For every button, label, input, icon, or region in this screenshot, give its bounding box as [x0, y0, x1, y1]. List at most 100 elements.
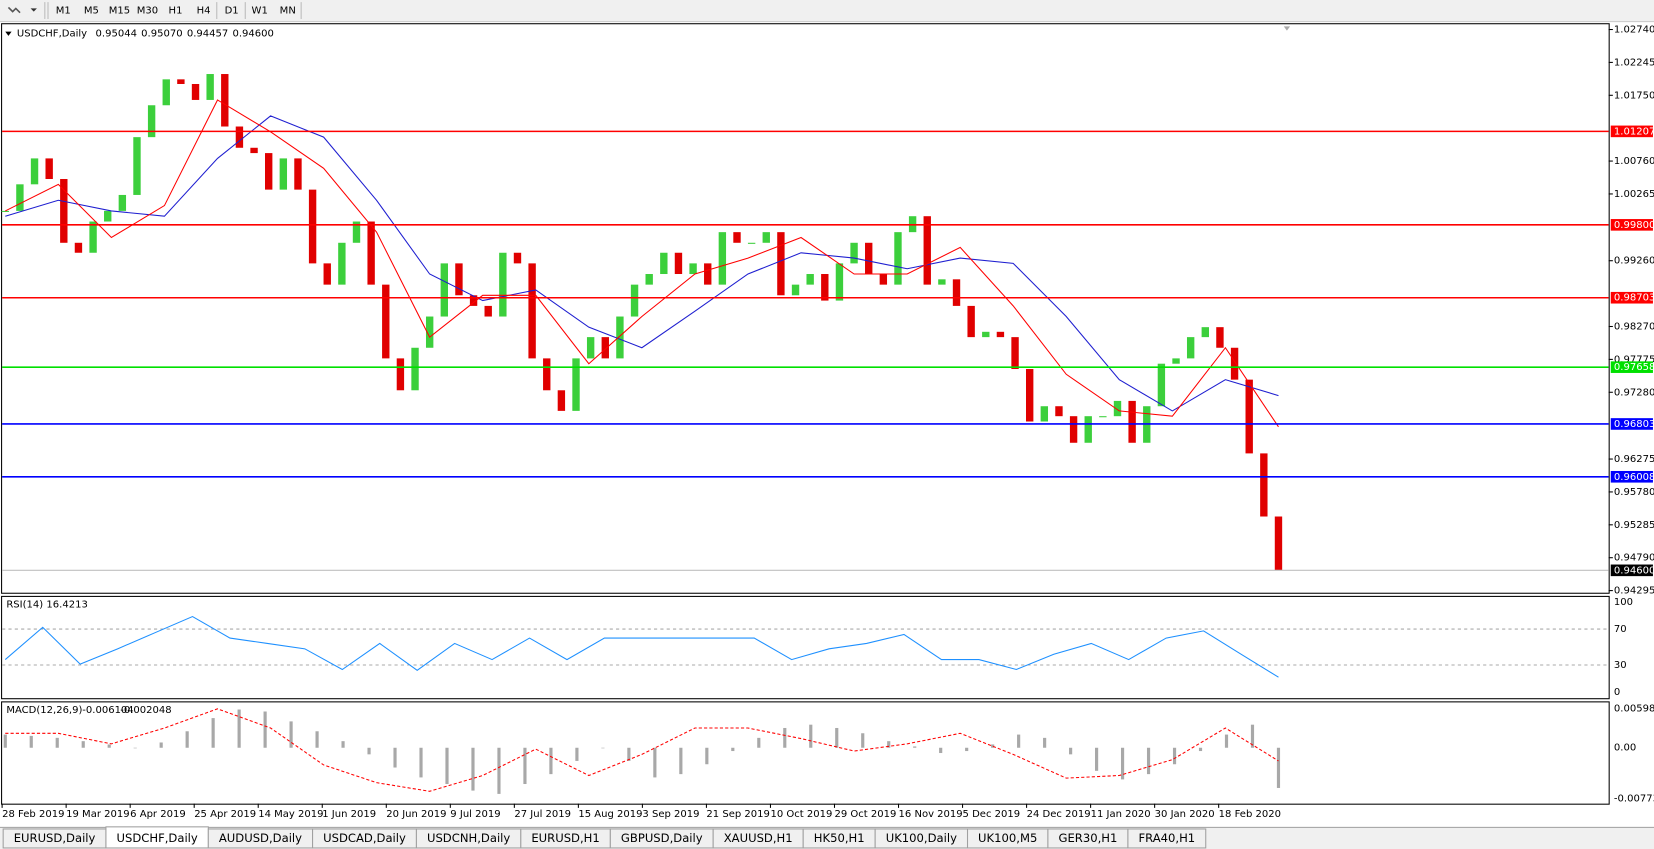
macd-bar: [1146, 747, 1151, 775]
timeframe-button[interactable]: M1: [56, 6, 71, 17]
candle: [982, 331, 990, 338]
tab-label: UK100,Daily: [886, 831, 957, 845]
candle: [762, 232, 770, 243]
timeframe-button[interactable]: H1: [169, 6, 183, 17]
macd-bar: [107, 744, 111, 748]
macd-bar: [185, 731, 189, 748]
candle: [1, 210, 9, 212]
tab-label: UK100,M5: [978, 831, 1037, 845]
timeframe-button[interactable]: M15: [109, 6, 130, 17]
candle: [177, 79, 185, 84]
current-price-label: 0.94600: [1614, 565, 1654, 576]
tab-label: AUDUSD,Daily: [219, 831, 302, 845]
macd-bar: [627, 747, 631, 761]
timeframe-button[interactable]: W1: [252, 6, 268, 17]
candle: [16, 184, 24, 211]
chart-title: USDCHF,Daily: [17, 29, 87, 40]
timeframe-button[interactable]: MN: [280, 6, 296, 17]
candle: [499, 252, 507, 317]
candle: [1172, 358, 1180, 364]
x-tick-label: 19 Mar 2019: [66, 809, 130, 820]
tab-label: USDCNH,Daily: [427, 831, 510, 845]
candle: [323, 263, 331, 285]
shift-marker: [1283, 26, 1291, 31]
candle: [118, 194, 127, 211]
level-label-box: [1610, 470, 1653, 483]
timeframe-button[interactable]: H4: [197, 6, 211, 17]
candle: [294, 158, 302, 190]
ohlc-value: 0.94457: [187, 29, 228, 40]
x-tick-label: 11 Jan 2020: [1091, 809, 1151, 820]
candle: [133, 137, 141, 195]
macd-bar: [211, 718, 215, 748]
x-tick-label: 29 Oct 2019: [834, 809, 896, 820]
y-tick-label: 0.005986: [1614, 703, 1654, 714]
candle: [367, 221, 375, 285]
candle: [704, 263, 712, 285]
rsi-panel: [1, 595, 1610, 700]
candle: [74, 242, 83, 253]
candle: [1245, 379, 1253, 454]
level-label-box: [1610, 361, 1653, 373]
candle: [1040, 406, 1049, 422]
tool-icon[interactable]: [7, 6, 37, 14]
y-tick-label: 0.99260: [1614, 256, 1654, 267]
candle: [894, 232, 902, 285]
candle: [777, 232, 785, 296]
y-tick-label: 0.97775: [1614, 354, 1654, 365]
macd-bar: [367, 747, 371, 755]
macd-bar: [887, 741, 891, 748]
x-tick-label: 10 Oct 2019: [770, 809, 832, 820]
x-tick-label: 28 Feb 2019: [2, 809, 64, 820]
macd-bar: [913, 746, 917, 748]
candle: [952, 279, 961, 306]
candle: [572, 358, 580, 411]
symbol-menu-arrow[interactable]: [5, 31, 12, 36]
macd-bar: [835, 727, 839, 748]
tab-label: EURUSD,H1: [531, 831, 599, 845]
y-tick-label: 1.00265: [1614, 189, 1654, 200]
x-tick-label: 5 Dec 2019: [963, 809, 1021, 820]
macd-bar: [55, 737, 59, 748]
candle: [601, 337, 609, 359]
candle: [1099, 416, 1107, 418]
tab-label: GER30,H1: [1058, 831, 1117, 845]
level-label-box: [1610, 125, 1653, 138]
candle: [45, 158, 53, 180]
timeframe-button[interactable]: M5: [84, 6, 99, 17]
current-price-box: [1610, 564, 1653, 577]
candle: [469, 295, 478, 306]
candle: [338, 242, 346, 285]
macd-bar: [1069, 747, 1073, 755]
candle: [996, 331, 1005, 338]
tab[interactable]: [1127, 828, 1207, 849]
level-label: 0.97658: [1614, 362, 1654, 373]
candle: [147, 105, 156, 138]
candle: [967, 305, 975, 338]
y-tick-label: 100: [1614, 597, 1633, 608]
candle: [279, 158, 288, 190]
y-tick-label: 0.97280: [1614, 387, 1654, 398]
candle: [586, 337, 595, 359]
timeframe-button[interactable]: D1: [225, 6, 239, 17]
macd-bar: [1017, 734, 1021, 748]
x-tick-label: 25 Apr 2019: [194, 809, 256, 820]
macd-bar: [783, 727, 787, 748]
candle: [440, 263, 449, 317]
x-tick-label: 6 Apr 2019: [130, 809, 186, 820]
x-tick-label: 1 Jun 2019: [322, 809, 376, 820]
macd-bar: [523, 747, 527, 785]
tab-label: USDCHF,Daily: [116, 831, 197, 845]
candle: [821, 274, 829, 301]
candle: [660, 252, 668, 275]
candle: [30, 158, 39, 185]
candle: [455, 263, 463, 296]
candle: [1260, 453, 1268, 517]
rsi-line: [4, 615, 1279, 678]
tab-label: HK50,H1: [814, 831, 865, 845]
candle: [411, 347, 419, 391]
candle: [557, 390, 566, 411]
timeframe-button[interactable]: M30: [137, 6, 158, 17]
candle: [528, 263, 536, 359]
